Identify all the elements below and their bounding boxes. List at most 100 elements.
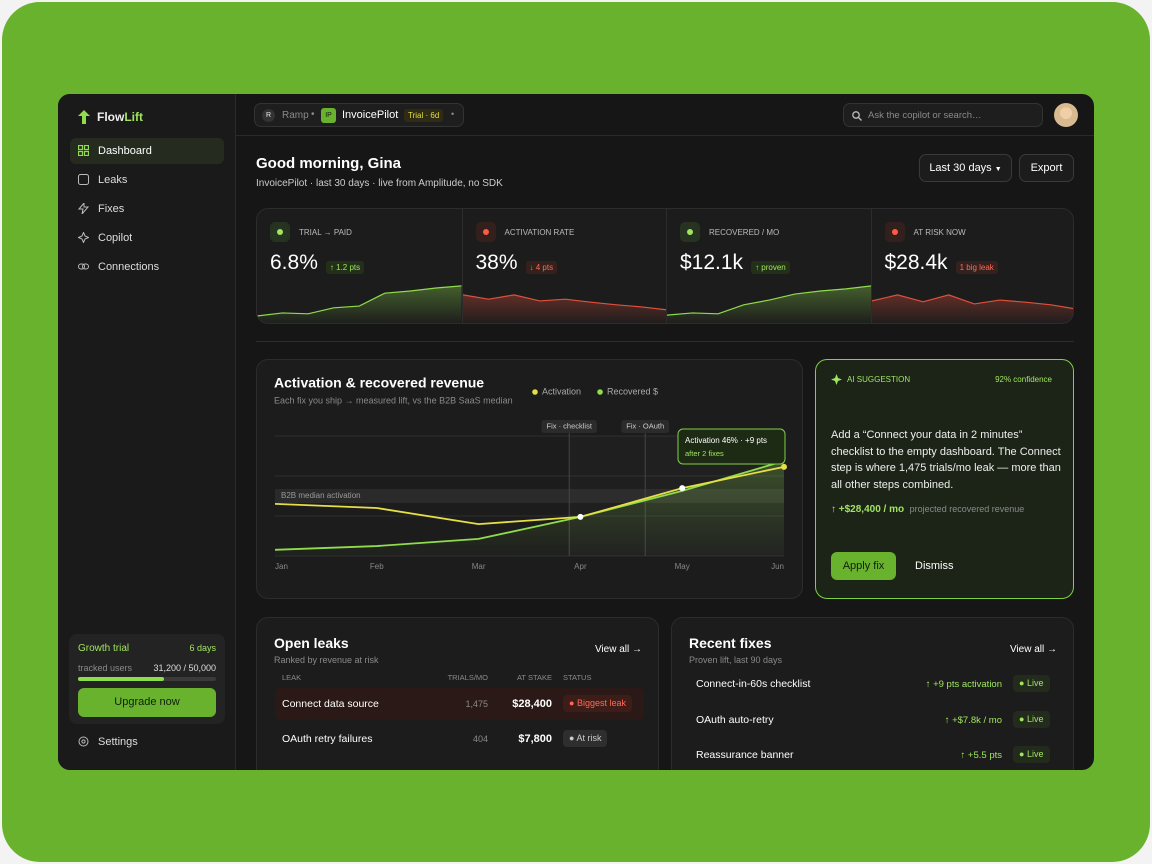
trial-badge: Trial · 6d <box>404 109 444 122</box>
kpi-delta: ↑ 1.2 pts <box>325 261 365 274</box>
sparkline-area <box>667 285 872 323</box>
sparkline-line <box>257 285 462 317</box>
sparkline <box>871 294 1073 323</box>
nav-item[interactable]: Fixes <box>70 196 224 222</box>
status-dot <box>475 222 496 242</box>
brand-a: Flow <box>97 110 125 124</box>
point <box>781 463 787 470</box>
nav-item[interactable]: Leaks <box>70 167 224 193</box>
workspace-switcher[interactable]: R Ramp • IP InvoicePilot Trial · 6d • <box>254 103 464 127</box>
leak-name[interactable]: Connect data source <box>282 698 379 710</box>
sparkline <box>257 285 462 323</box>
divider <box>256 341 1074 342</box>
search-placeholder: Ask the copilot or search… <box>868 110 982 121</box>
usage-fill <box>78 677 164 681</box>
status-text: At risk <box>576 733 602 743</box>
fix-name[interactable]: OAuth auto-retry <box>696 713 774 726</box>
live-text: Live <box>1026 713 1044 724</box>
view-all[interactable]: View all → <box>1009 644 1057 655</box>
org-name: Ramp <box>282 110 309 121</box>
app-icon: IP <box>321 108 336 123</box>
usage-track <box>78 677 216 681</box>
icon <box>78 232 89 243</box>
search-icon <box>852 111 862 121</box>
icon <box>78 203 89 214</box>
tooltip <box>677 428 786 465</box>
nav-item[interactable]: Copilot <box>70 225 224 251</box>
caret: • <box>451 109 455 119</box>
impact-value: ↑ +$28,400 / mo <box>831 504 905 515</box>
series-line <box>274 465 785 526</box>
subtitle: InvoicePilot · last 30 days · live from … <box>256 178 503 189</box>
fix-name[interactable]: Reassurance banner <box>696 749 794 761</box>
legend-label: Activation <box>542 386 581 396</box>
trials: 404 <box>472 734 488 744</box>
nav-item[interactable]: Connections <box>70 254 224 280</box>
kpi-delta: ↓ 4 pts <box>525 261 558 274</box>
point <box>679 485 686 492</box>
icon <box>78 263 89 270</box>
avatar[interactable] <box>1054 103 1078 127</box>
status-dot <box>884 222 905 242</box>
usage-label: tracked users <box>78 663 133 673</box>
fix-lift: ↑ +$7.8k / mo <box>944 714 1002 726</box>
dismiss-button[interactable]: Dismiss <box>915 560 954 572</box>
card-title: Open leaks <box>274 635 349 651</box>
x-tick-label: Apr <box>574 562 587 571</box>
settings[interactable]: Settings <box>70 729 224 755</box>
dot <box>482 229 489 235</box>
spark-icon <box>831 374 842 385</box>
x-tick-label: Jan <box>275 562 288 571</box>
separator: • <box>311 109 315 120</box>
chart-subtitle: Each fix you ship → measured lift, vs th… <box>274 395 513 405</box>
chart: Activation & recovered revenue Each fix … <box>274 375 787 571</box>
upgrade-button[interactable]: Upgrade now <box>78 688 216 717</box>
kpi-tile: RECOVERED / MO $12.1k ↑ proven <box>666 209 872 323</box>
kpi-label: AT RISK NOW <box>913 228 966 237</box>
x-tick-label: May <box>675 562 690 571</box>
kpi-tile: AT RISK NOW $28.4k 1 big leak <box>870 209 1073 323</box>
kpi-value: $28.4k <box>884 251 948 274</box>
apply-button[interactable]: Apply fix <box>831 552 896 580</box>
suggestion-card: AI SUGGESTION 92% confidence Add a “Conn… <box>815 359 1074 599</box>
tooltip-note: after 2 fixes <box>685 449 724 458</box>
sparkline-line <box>462 294 667 311</box>
view-all[interactable]: View all → <box>594 644 642 655</box>
range-button[interactable]: Last 30 days ▼ <box>919 154 1012 182</box>
nav-label: Leaks <box>98 174 128 186</box>
series-area <box>275 461 784 556</box>
nav-label: Connections <box>98 261 160 273</box>
live-badge: ● Live <box>1013 675 1050 692</box>
search[interactable]: Ask the copilot or search… <box>843 103 1043 127</box>
nav-label: Copilot <box>98 232 133 244</box>
live-text: Live <box>1026 678 1044 688</box>
status-badge: ● At risk <box>563 730 608 747</box>
x-tick-label: Jun <box>771 562 784 571</box>
trial-box: Growth trial 6 days tracked users 31,200… <box>69 634 225 724</box>
sparkline-area <box>871 294 1073 323</box>
status-text: Biggest leak <box>576 698 626 708</box>
card-subtitle: Proven lift, last 90 days <box>689 655 783 665</box>
icon <box>78 145 89 156</box>
legend-swatch <box>597 389 603 395</box>
fix-label: Fix · checklist <box>546 421 592 430</box>
kpi-value: $12.1k <box>680 251 744 274</box>
column-header: AT STAKE <box>516 673 552 682</box>
fix-name[interactable]: Connect-in-60s checklist <box>696 678 811 690</box>
export-button[interactable]: Export <box>1019 154 1074 182</box>
column-header: STATUS <box>563 673 592 682</box>
kpi-value: 6.8% <box>270 251 318 274</box>
nav-item[interactable]: Dashboard <box>70 138 224 164</box>
confidence: 92% confidence <box>995 375 1052 384</box>
app-window: FlowLift Dashboard Leaks Fixes Copilot C… <box>58 94 1094 770</box>
app-name: InvoicePilot <box>342 109 399 121</box>
sidebar: FlowLift Dashboard Leaks Fixes Copilot C… <box>58 94 236 770</box>
chart-title: Activation & recovered revenue <box>274 375 484 391</box>
point <box>577 513 584 520</box>
fix-lift: ↑ +5.5 pts <box>960 750 1002 761</box>
column-header: TRIALS/MO <box>447 673 488 682</box>
kpi-label: RECOVERED / MO <box>709 228 780 237</box>
leak-name[interactable]: OAuth retry failures <box>282 733 373 745</box>
fixes-card: Recent fixes Proven lift, last 90 days V… <box>671 617 1074 770</box>
